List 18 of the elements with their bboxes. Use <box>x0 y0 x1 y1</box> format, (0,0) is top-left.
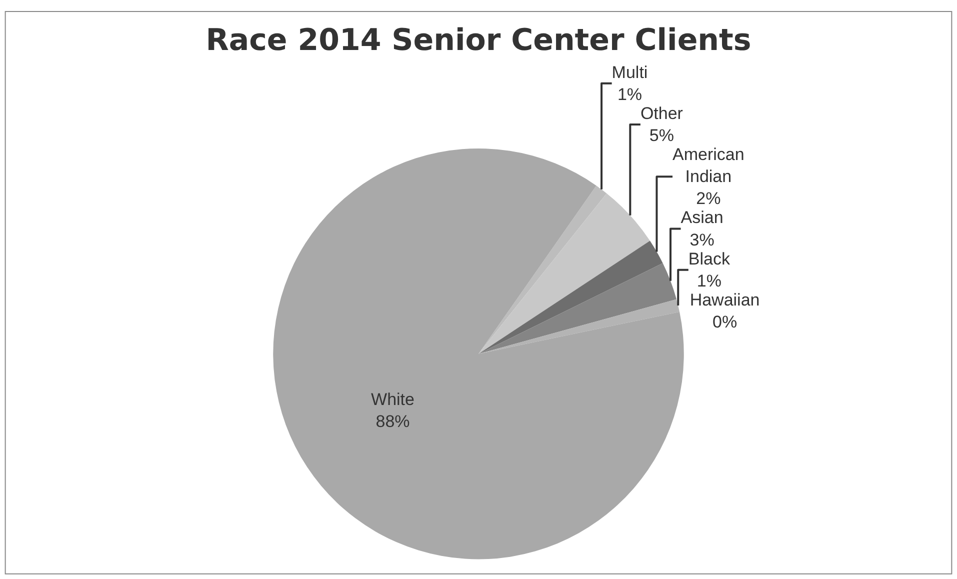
slice-label: Multi <box>612 62 648 82</box>
slice-label: American Indian <box>672 145 744 186</box>
data-label: 1% <box>617 84 642 104</box>
pie-slice <box>478 299 680 354</box>
data-label: 3% <box>690 230 714 250</box>
slice-label: Other <box>640 104 684 123</box>
slice-label: White <box>371 390 415 409</box>
category-label: Hawaiian <box>690 290 760 310</box>
data-label: 1% <box>696 271 722 290</box>
data-label: 88% <box>376 412 410 431</box>
data-label: 2% <box>696 189 721 208</box>
text: 0% <box>712 312 738 332</box>
slice-label: Black <box>688 249 730 268</box>
slice-label: Asian <box>680 208 724 228</box>
pie-slice <box>478 263 677 354</box>
data-label: 5% <box>649 126 674 146</box>
pie-slice <box>478 240 663 354</box>
chart-title: Race 2014 Senior Center Clients <box>206 22 752 58</box>
